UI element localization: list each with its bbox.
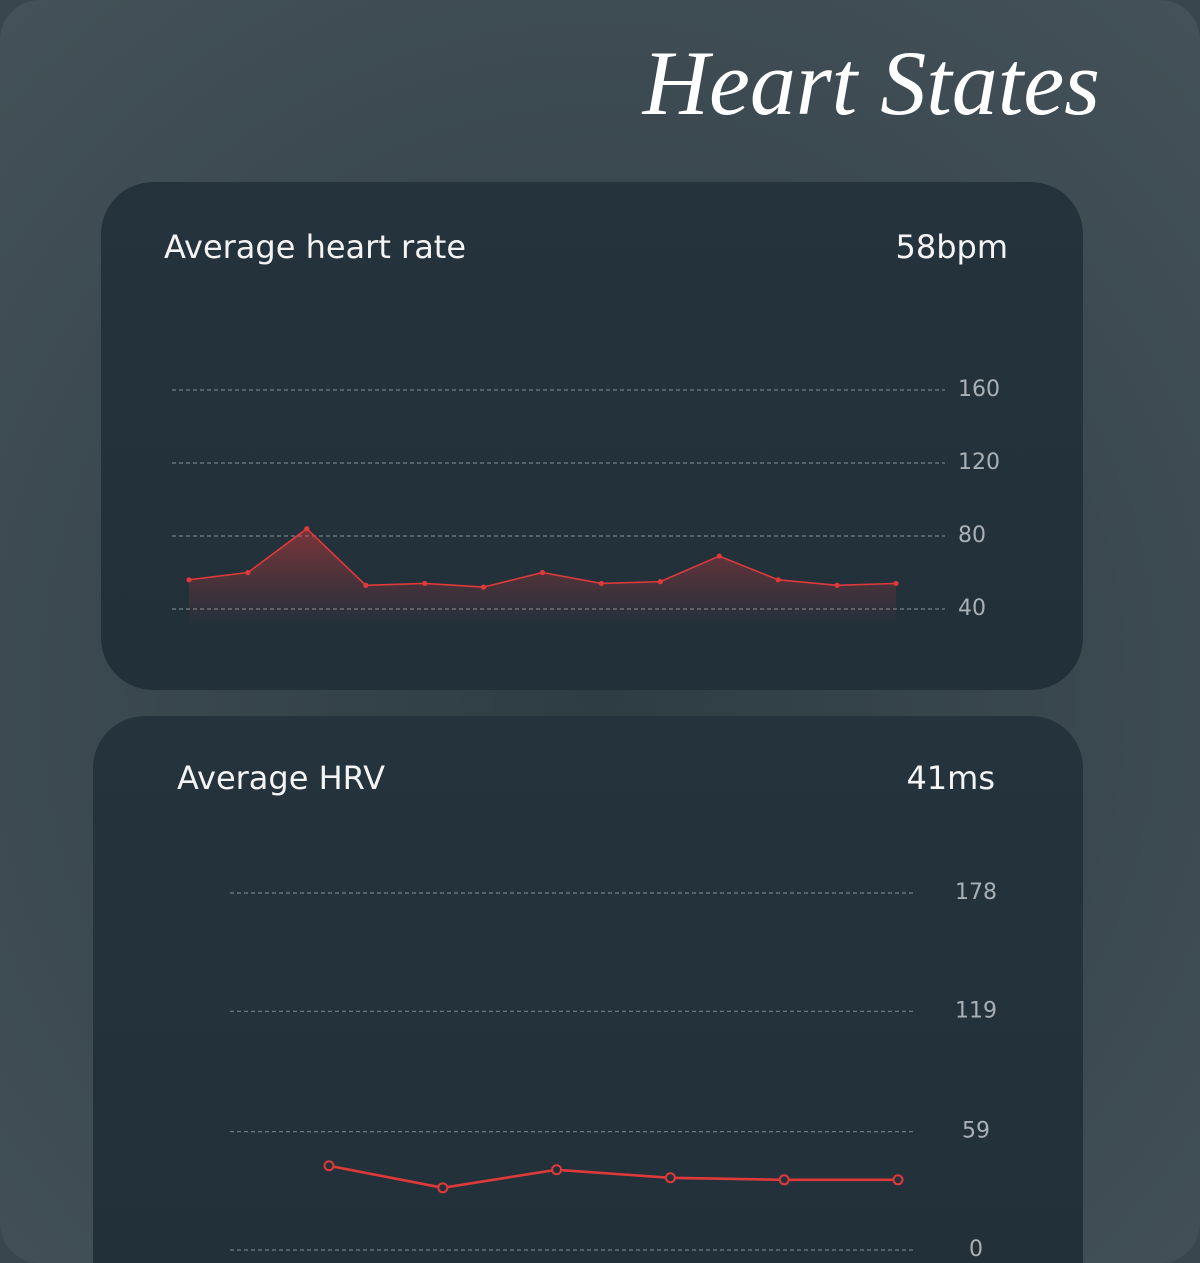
- point: [363, 582, 369, 588]
- line: [328, 1164, 898, 1190]
- point: [834, 582, 840, 588]
- point: [304, 526, 310, 532]
- point: [245, 569, 251, 576]
- y-tick-label: 160: [958, 377, 1000, 402]
- card-title: Average heart rate: [164, 228, 466, 266]
- point: [323, 1160, 335, 1172]
- y-tick-label: 0: [969, 1237, 983, 1262]
- point: [539, 569, 546, 576]
- point: [716, 553, 722, 559]
- point: [186, 577, 192, 583]
- point: [480, 584, 487, 590]
- y-tick-label: 119: [955, 998, 997, 1023]
- point: [893, 580, 899, 587]
- card-title: Average HRV: [177, 759, 385, 797]
- y-tick-label: 80: [958, 523, 986, 548]
- area-fill: [189, 528, 896, 625]
- point: [437, 1182, 449, 1194]
- point: [551, 1164, 563, 1176]
- point: [657, 579, 663, 585]
- page-title: Heart States: [642, 32, 1100, 134]
- point: [422, 580, 428, 587]
- point: [664, 1172, 676, 1184]
- y-tick-label: 178: [955, 880, 997, 905]
- y-tick-label: 40: [958, 596, 986, 621]
- card-summary: 58bpm: [895, 228, 1008, 266]
- card-summary: 41ms: [906, 759, 995, 797]
- card: [101, 182, 1083, 690]
- point: [598, 580, 605, 587]
- card: [93, 716, 1083, 1263]
- y-tick-label: 59: [962, 1119, 990, 1144]
- y-tick-label: 120: [958, 450, 1000, 475]
- point: [775, 577, 781, 583]
- point: [778, 1174, 790, 1186]
- point: [892, 1174, 904, 1186]
